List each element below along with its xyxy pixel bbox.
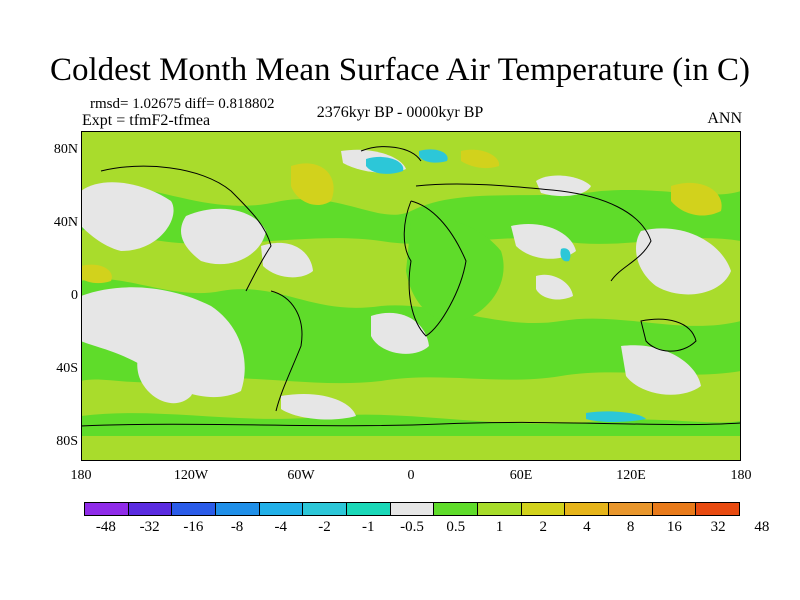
- map-frame: [81, 131, 741, 461]
- colorbar-label: -2: [318, 519, 331, 535]
- season-text: ANN: [707, 110, 742, 127]
- stats-text: rmsd= 1.02675 diff= 0.818802: [90, 96, 275, 112]
- period-text: 2376kyr BP - 0000kyr BP: [316, 104, 484, 121]
- colorbar-label: 0.5: [446, 519, 466, 535]
- colorbar-swatch: [216, 503, 260, 515]
- chart-title: Coldest Month Mean Surface Air Temperatu…: [50, 52, 750, 88]
- colorbar: [84, 502, 740, 516]
- colorbar-label: -8: [230, 519, 244, 535]
- colorbar-label: 48: [754, 519, 770, 535]
- x-tick-label: 120E: [616, 468, 646, 483]
- colorbar-swatch: [303, 503, 348, 515]
- colorbar-label: 8: [626, 519, 635, 535]
- coastlines: [81, 146, 741, 427]
- colorbar-swatch: [347, 503, 391, 515]
- gray-regions: [81, 149, 731, 420]
- colorbar-label: -32: [139, 519, 160, 535]
- colorbar-swatch: [390, 503, 435, 515]
- y-tick-label: 40S: [56, 361, 78, 376]
- colorbar-label: 4: [583, 519, 591, 535]
- colorbar-label: -48: [95, 519, 116, 535]
- x-tick-label: 180: [730, 468, 752, 483]
- cyan-regions: [366, 149, 646, 422]
- colorbar-label: 1: [495, 519, 504, 535]
- colorbar-label: -4: [274, 519, 288, 535]
- colorbar-swatch: [85, 503, 129, 515]
- colorbar-label: 2: [539, 519, 547, 535]
- colorbar-label: 32: [710, 519, 726, 535]
- colorbar-label: -1: [362, 519, 375, 535]
- colorbar-label: -0.5: [400, 519, 424, 535]
- y-tick-label: 0: [71, 288, 78, 303]
- colorbar-swatch: [696, 503, 740, 515]
- colorbar-label: -16: [183, 519, 204, 535]
- y-tick-label: 40N: [53, 215, 78, 230]
- colorbar-swatch: [609, 503, 653, 515]
- colorbar-swatch: [259, 503, 304, 515]
- colorbar-swatch: [565, 503, 610, 515]
- yellow-regions: [81, 149, 722, 284]
- colorbar-swatch: [128, 503, 173, 515]
- x-tick-label: 120W: [173, 468, 209, 483]
- x-tick-label: 60E: [509, 468, 533, 483]
- y-tick-label: 80N: [53, 142, 78, 157]
- colorbar-swatch: [521, 503, 566, 515]
- colorbar-swatch: [172, 503, 217, 515]
- experiment-text: Expt = tfmF2-tfmea: [82, 112, 211, 129]
- colorbar-swatch: [478, 503, 522, 515]
- colorbar-swatch: [652, 503, 697, 515]
- temperature-map: [81, 131, 741, 461]
- colorbar-label: 16: [666, 519, 682, 535]
- x-tick-label: 60W: [287, 468, 315, 483]
- y-tick-label: 80S: [56, 434, 78, 449]
- x-tick-label: 0: [407, 468, 415, 483]
- x-tick-label: 180: [70, 468, 92, 483]
- colorbar-swatch: [434, 503, 479, 515]
